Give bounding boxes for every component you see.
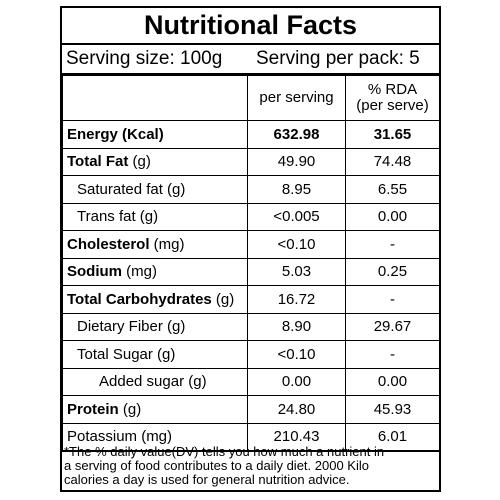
table-row: Saturated fat (g) 8.95 6.55 — [62, 175, 440, 204]
per-serving-value: 210.43 — [247, 422, 346, 452]
table-row: Energy (Kcal) 632.98 31.65 — [62, 120, 440, 149]
nutrient-name-rest: Total Sugar (g) — [77, 345, 176, 363]
serving-per-pack: Serving per pack: 5 — [256, 48, 420, 69]
header-rda-line2: (per serve) — [356, 97, 429, 114]
header-rda-line1: % RDA — [367, 81, 418, 98]
table-row: Cholesterol (mg) <0.10- — [62, 230, 440, 259]
header-rda: % RDA (per serve) — [345, 75, 440, 121]
rda-value: 31.65 — [345, 120, 440, 149]
table-header-row: per serving % RDA (per serve) — [62, 75, 440, 121]
nutrient-name-rest: (g) — [211, 290, 235, 308]
per-serving-value: 8.90 — [247, 312, 346, 341]
nutrient-name-rest: (g) — [128, 153, 151, 171]
nutrient-name-rest: Added sugar (g) — [99, 373, 207, 391]
rda-value: 6.01 — [345, 422, 440, 452]
table-row: Dietary Fiber (g) 8.90 29.67 — [62, 312, 440, 341]
rda-value: 0.25 — [345, 257, 440, 286]
nutrient-name-cell: Protein (g) — [62, 395, 248, 424]
nutrient-name-cell: Energy (Kcal) — [62, 120, 248, 149]
rda-value: 74.48 — [345, 147, 440, 176]
per-serving-value: 49.90 — [247, 147, 346, 176]
nutrient-name-cell: Cholesterol (mg) — [62, 230, 248, 259]
nutrient-name-cell: Dietary Fiber (g) — [62, 312, 248, 341]
per-serving-value: <0.10 — [247, 230, 346, 259]
nutrient-name-cell: Total Fat (g) — [62, 147, 248, 176]
nutrient-name-rest: (mg) — [149, 235, 185, 253]
rda-value: - — [345, 285, 440, 314]
nutrient-name-cell: Trans fat (g) — [62, 202, 248, 231]
footnote-line: *The % daily value(DV) tells you how muc… — [64, 445, 385, 459]
nutrient-name-bold: Cholesterol — [67, 235, 150, 253]
nutrition-facts-panel: Nutritional Facts Serving size: 100g Ser… — [60, 6, 441, 492]
nutrient-name-rest: Potassium (mg) — [67, 428, 173, 445]
nutrient-name-cell: Sodium (mg) — [62, 257, 248, 286]
header-per-serving: per serving — [247, 75, 346, 121]
header-blank-cell — [62, 75, 248, 121]
per-serving-value: <0.10 — [247, 340, 346, 369]
table-row: Sodium (mg) 5.03 0.25 — [62, 257, 440, 286]
nutrient-name-cell: Added sugar (g) — [62, 367, 248, 396]
footnote-line: calories a day is used for general nutri… — [64, 472, 350, 487]
table-row: Potassium (mg) 210.43 6.01 — [62, 422, 440, 452]
rda-value: 0.00 — [345, 367, 440, 396]
nutrient-name-cell: Potassium (mg) — [62, 422, 248, 452]
nutrient-name-rest: Saturated fat (g) — [77, 180, 186, 198]
serving-info-row: Serving size: 100g Serving per pack: 5 — [62, 45, 439, 75]
per-serving-value: 5.03 — [247, 257, 346, 286]
rda-value: - — [345, 230, 440, 259]
per-serving-value: 16.72 — [247, 285, 346, 314]
table-row: Total Fat (g) 49.90 74.48 — [62, 147, 440, 176]
table-row: Total Carbohydrates (g) 16.72- — [62, 285, 440, 314]
rda-value: - — [345, 340, 440, 369]
nutrient-name-rest: Trans fat (g) — [77, 208, 159, 226]
rda-value: 0.00 — [345, 202, 440, 231]
rda-value: 29.67 — [345, 312, 440, 341]
table-row: Total Sugar (g) <0.10- — [62, 340, 440, 369]
nutrient-name-rest: Dietary Fiber (g) — [77, 318, 186, 336]
table-row: Trans fat (g) <0.005 0.00 — [62, 202, 440, 231]
footnote: *The % daily value(DV) tells you how muc… — [64, 445, 437, 487]
nutrient-name-cell: Total Sugar (g) — [62, 340, 248, 369]
nutrient-name-bold: Total Carbohydrates — [67, 290, 212, 308]
rda-value: 45.93 — [345, 395, 440, 424]
nutrient-name-bold: Sodium — [67, 263, 122, 281]
rda-value: 6.55 — [345, 175, 440, 204]
nutrient-name-bold: Protein — [67, 400, 119, 418]
nutrient-name-rest: (g) — [118, 400, 142, 418]
table-row: Added sugar (g) 0.00 0.00 — [62, 367, 440, 396]
table-body: Energy (Kcal) 632.98 31.65 Total Fat (g) 49.… — [62, 120, 440, 452]
page-title: Nutritional Facts — [62, 8, 439, 45]
per-serving-value: 0.00 — [247, 367, 346, 396]
nutrition-table: per serving % RDA (per serve) Energy (Kc… — [62, 75, 440, 452]
table-row: Protein (g) 24.80 45.93 — [62, 395, 440, 424]
per-serving-value: <0.005 — [247, 202, 346, 231]
serving-size: Serving size: 100g — [66, 48, 223, 69]
nutrient-name-bold: Total Fat — [67, 153, 129, 171]
nutrient-name-bold: Energy (Kcal) — [67, 125, 164, 143]
nutrient-name-rest: (mg) — [122, 263, 157, 281]
per-serving-value: 8.95 — [247, 175, 346, 204]
footnote-line: a serving of food contributes to a daily… — [64, 458, 369, 473]
nutrient-name-cell: Saturated fat (g) — [62, 175, 248, 204]
per-serving-value: 632.98 — [247, 120, 346, 149]
per-serving-value: 24.80 — [247, 395, 346, 424]
nutrient-name-cell: Total Carbohydrates (g) — [62, 285, 248, 314]
